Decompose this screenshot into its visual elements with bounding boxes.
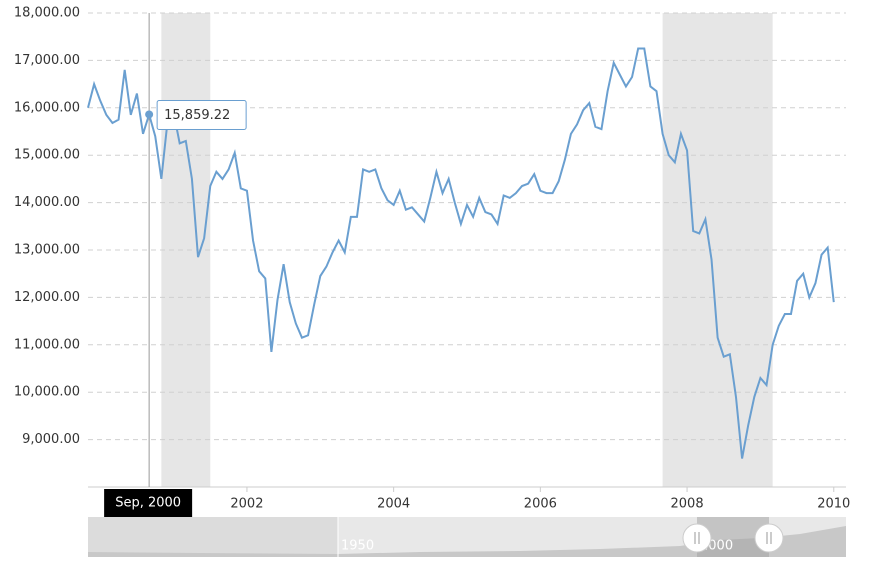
- navigator-handle[interactable]: [682, 523, 712, 553]
- y-tick-label: 17,000.00: [14, 53, 80, 68]
- y-tick-label: 11,000.00: [14, 337, 80, 352]
- hover-point: [145, 110, 154, 119]
- x-tick-label: 2006: [524, 497, 557, 512]
- y-tick-label: 13,000.00: [14, 243, 80, 258]
- x-tick-label: 2010: [817, 497, 850, 512]
- y-tick-label: 10,000.00: [14, 385, 80, 400]
- navigator-handle[interactable]: [754, 523, 784, 553]
- series-line: [87, 47, 835, 459]
- handle-grip: [694, 532, 772, 544]
- x-tick-label: 2008: [671, 497, 704, 512]
- y-tick-label: 18,000.00: [14, 6, 80, 21]
- y-tick-label: 14,000.00: [14, 195, 80, 210]
- navigator-mask: [88, 517, 338, 557]
- x-tick-label: 2004: [377, 497, 410, 512]
- plot: 9,000.00 10,000.00 11,000.00 12,000.00 13,00…: [14, 6, 850, 517]
- navigator-label: 1950: [341, 539, 374, 554]
- y-tick-label: 12,000.00: [14, 290, 80, 305]
- y-tick-label: 15,000.00: [14, 148, 80, 163]
- y-tick-label: 16,000.00: [14, 100, 80, 115]
- recession-band: [161, 13, 211, 487]
- tooltip-box: [156, 99, 247, 130]
- y-tick-label: 9,000.00: [22, 432, 80, 447]
- navigator[interactable]: 1950 2000: [88, 517, 846, 557]
- tooltip-value: 15,859.22: [164, 108, 230, 123]
- date-label: Sep, 2000: [115, 496, 181, 511]
- navigator-area: [88, 526, 846, 557]
- x-tick-label: 2002: [230, 497, 263, 512]
- date-label-box: [104, 489, 193, 517]
